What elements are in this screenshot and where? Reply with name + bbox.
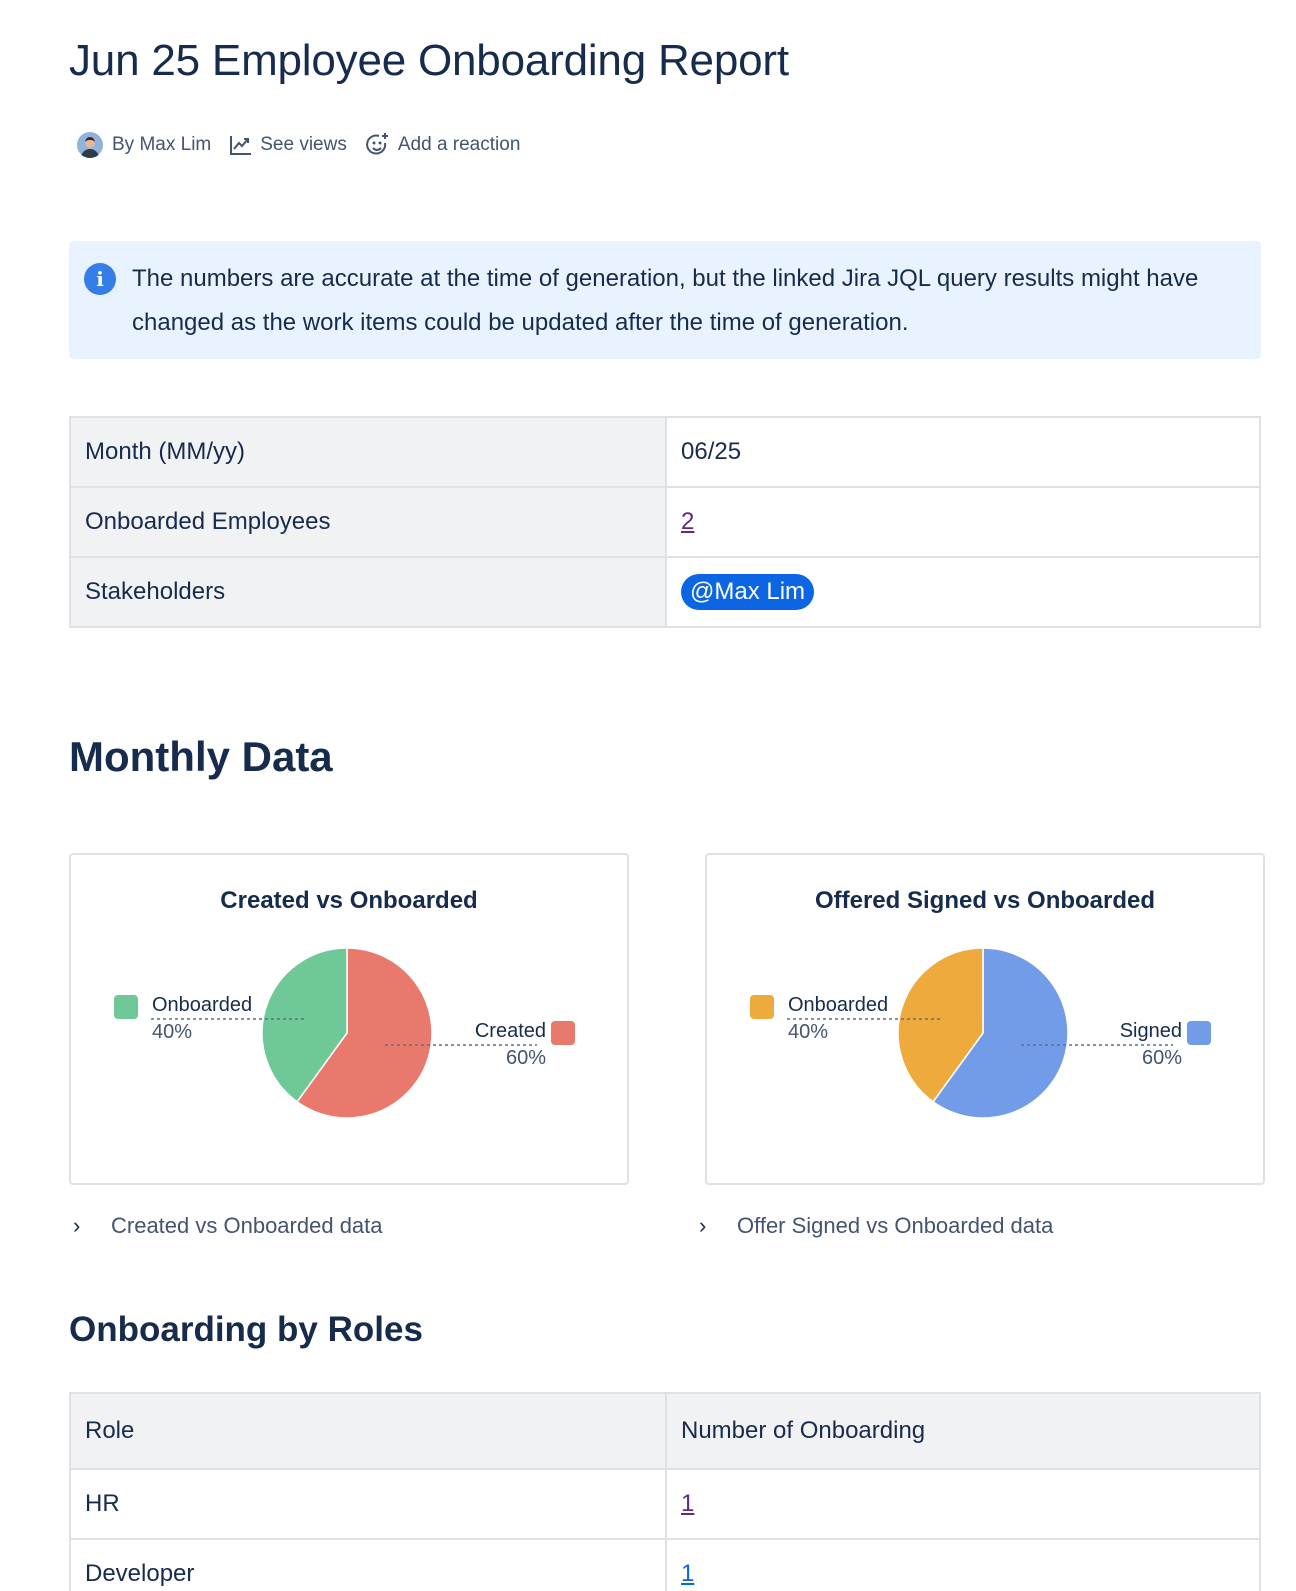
chart-title: Offered Signed vs Onboarded (814, 887, 1156, 914)
chevron-right-icon: › (699, 1213, 707, 1238)
table-cell-label: Onboarded Employees (69, 486, 667, 558)
table-cell-value: 2 (665, 486, 1261, 558)
add-reaction-button[interactable]: Add a reaction (365, 132, 521, 158)
add-reaction-label: Add a reaction (397, 134, 521, 155)
table-cell-label: Stakeholders (69, 556, 667, 628)
chart-line-icon (230, 136, 252, 155)
legend-swatch-signed (1187, 1021, 1211, 1045)
table-cell-value: @Max Lim (665, 556, 1261, 628)
expand-signed-vs-onboarded-data[interactable]: › Offer Signed vs Onboarded data (699, 1213, 1053, 1239)
table-header-row: Role Number of Onboarding (69, 1392, 1261, 1470)
see-views-button[interactable]: See views (229, 134, 347, 156)
author-link[interactable]: By Max Lim (77, 132, 211, 158)
chart-card-signed-vs-onboarded: Offered Signed vs Onboarded Onboarded 40… (705, 853, 1265, 1185)
table-row: Onboarded Employees 2 (69, 486, 1261, 558)
section-heading-onboarding-by-roles: Onboarding by Roles (69, 1310, 423, 1349)
info-panel: i The numbers are accurate at the time o… (69, 241, 1261, 359)
pie-slice-onboarded[interactable] (261, 947, 348, 1103)
chart-title: Created vs Onboarded (220, 887, 478, 914)
pie-slice-onboarded[interactable] (897, 947, 984, 1103)
legend-swatch-onboarded (114, 995, 138, 1019)
pie-slice-signed[interactable] (931, 947, 1069, 1119)
expand-created-vs-onboarded-data[interactable]: › Created vs Onboarded data (73, 1213, 383, 1239)
info-icon: i (84, 263, 116, 295)
avatar (77, 132, 103, 158)
chevron-right-icon: › (73, 1213, 81, 1238)
info-panel-text: The numbers are accurate at the time of … (132, 265, 1199, 336)
byline: By Max Lim See views Add a reaction (77, 132, 538, 158)
roles-table: Role Number of Onboarding HR 1 Developer… (69, 1392, 1261, 1591)
pie-slice-created[interactable] (295, 947, 433, 1119)
pie-chart (787, 947, 1173, 1119)
legend-swatch-onboarded (750, 995, 774, 1019)
column-header-count: Number of Onboarding (665, 1392, 1261, 1470)
column-header-role: Role (69, 1392, 667, 1470)
chart-card-created-vs-onboarded: Created vs Onboarded Onboarded 40% Creat… (69, 853, 629, 1185)
slice-percent-signed: 60% (1141, 1047, 1182, 1069)
table-row: Stakeholders @Max Lim (69, 556, 1261, 628)
emoji-add-icon (365, 133, 388, 155)
section-heading-monthly-data: Monthly Data (69, 733, 333, 780)
role-count-link[interactable]: 1 (681, 1560, 695, 1587)
expand-label: Offer Signed vs Onboarded data (737, 1213, 1054, 1238)
see-views-label: See views (260, 134, 347, 155)
expand-label: Created vs Onboarded data (111, 1213, 383, 1238)
stakeholder-mention[interactable]: @Max Lim (681, 574, 815, 610)
onboarded-count-link[interactable]: 2 (681, 508, 695, 535)
slice-percent-created: 60% (505, 1047, 546, 1069)
table-row: Month (MM/yy) 06/25 (69, 416, 1261, 488)
summary-table: Month (MM/yy) 06/25 Onboarded Employees … (69, 416, 1261, 628)
pie-chart (151, 947, 537, 1119)
count-cell: 1 (665, 1468, 1261, 1540)
page-title: Jun 25 Employee Onboarding Report (69, 36, 789, 85)
slice-label-onboarded: Onboarded (152, 994, 253, 1016)
slice-label-created: Created (474, 1020, 546, 1042)
slice-percent-onboarded: 40% (152, 1021, 193, 1043)
table-cell-value: 06/25 (665, 416, 1261, 488)
table-cell-label: Month (MM/yy) (69, 416, 667, 488)
slice-label-onboarded: Onboarded (788, 994, 889, 1016)
role-count-link[interactable]: 1 (681, 1490, 695, 1517)
slice-label-signed: Signed (1119, 1020, 1182, 1042)
table-row: Developer 1 (69, 1538, 1261, 1591)
table-row: HR 1 (69, 1468, 1261, 1540)
slice-percent-onboarded: 40% (788, 1021, 829, 1043)
count-cell: 1 (665, 1538, 1261, 1591)
author-label: By Max Lim (112, 134, 212, 155)
legend-swatch-created (551, 1021, 575, 1045)
role-cell: HR (69, 1468, 667, 1540)
role-cell: Developer (69, 1538, 667, 1591)
